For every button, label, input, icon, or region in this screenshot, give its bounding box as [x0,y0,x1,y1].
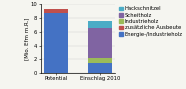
Bar [88,63,112,73]
Bar [44,13,68,73]
Bar [88,28,112,58]
Y-axis label: [Mio. Efm m.R.]: [Mio. Efm m.R.] [24,18,29,60]
Bar [88,58,112,63]
Bar [44,9,68,13]
Legend: Hackschnitzel, Scheitholz, Industrieholz, zusätzliche Ausbeute, Energie-/Industr: Hackschnitzel, Scheitholz, Industrieholz… [119,6,183,37]
Bar [88,21,112,28]
